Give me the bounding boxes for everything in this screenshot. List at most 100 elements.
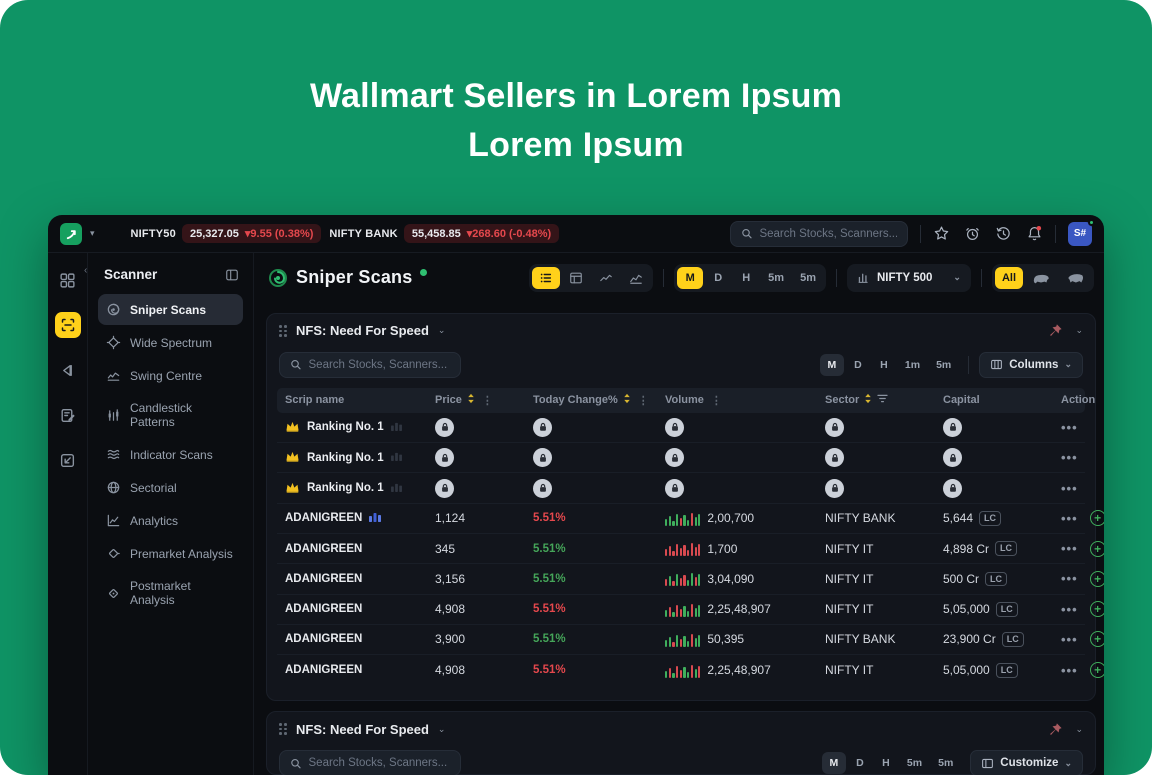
timeframe-5m[interactable]: 5m [800,271,816,284]
row-menu-icon[interactable]: ••• [1061,541,1078,557]
table-row[interactable]: ADANIGREEN 3,156 5.51% 3,04,090 NIFTY IT… [277,564,1104,595]
global-search-input[interactable] [759,227,897,240]
column-header-volume[interactable]: Volume ⋮ [665,394,825,407]
drag-handle-icon[interactable] [279,325,287,337]
add-to-watchlist-button[interactable]: + [1089,510,1104,527]
table-row-locked[interactable]: Ranking No. 1 ••• [277,473,1085,504]
panel-collapse-icon[interactable] [225,268,239,282]
sidebar-item-analytics[interactable]: Analytics [98,505,243,536]
collapse-sidebar-chevron-icon[interactable]: ‹ [84,265,88,276]
column-menu-icon[interactable]: ⋮ [481,394,493,407]
timeframe-5m[interactable]: 5m [936,358,952,371]
panel-collapse-chevron-icon[interactable]: ⌄ [1075,325,1083,336]
timeframe-5m[interactable]: 5m [906,757,923,769]
customize-button[interactable]: Customize ⌄ [970,750,1083,775]
add-to-watchlist-button[interactable]: + [1089,601,1104,618]
column-header-action[interactable]: Action [1061,394,1095,406]
row-menu-icon[interactable]: ••• [1061,662,1078,678]
row-menu-icon[interactable]: ••• [1061,631,1078,647]
sidebar-item-candlestick-patterns[interactable]: Candlestick Patterns [98,393,243,437]
add-to-watchlist-button[interactable]: + [1089,662,1104,679]
alarm-icon[interactable] [964,225,981,242]
rail-scanner-icon[interactable] [54,312,81,338]
timeframe-H[interactable]: H [882,757,890,769]
table-row[interactable]: ADANIGREEN 1,124 5.51% 2,00,700 NIFTY BA… [277,504,1104,534]
timeframe-1m[interactable]: 1m [904,358,921,371]
timeframe-D[interactable]: D [856,757,864,769]
board-view-icon[interactable] [562,267,590,289]
timeframe-H[interactable]: H [880,358,888,371]
sidebar-item-postmarket-analysis[interactable]: Postmarket Analysis [98,571,243,615]
add-to-watchlist-button[interactable]: + [1089,570,1104,587]
watchlist-star-icon[interactable] [933,225,950,242]
panel-search-input[interactable] [308,757,450,769]
column-header-today-change-[interactable]: Today Change% ⋮ [533,393,665,407]
sidebar-item-swing-centre[interactable]: Swing Centre [98,360,243,391]
bear-icon[interactable] [1025,267,1057,289]
sort-icon[interactable] [623,393,631,407]
chart-view-icon[interactable] [592,267,620,289]
table-row-locked[interactable]: Ranking No. 1 ••• [277,443,1085,474]
rail-journal-icon[interactable] [55,402,81,428]
drag-handle-icon[interactable] [279,723,287,735]
sidebar-item-wide-spectrum[interactable]: Wide Spectrum [98,327,243,358]
timeframe-H[interactable]: H [742,271,751,284]
panel-collapse-chevron-icon[interactable]: ⌄ [1075,723,1083,734]
table-row[interactable]: ADANIGREEN 345 5.51% 1,700 NIFTY IT 4,89… [277,534,1104,565]
sort-icon[interactable] [467,393,475,407]
timeframe-M[interactable]: M [819,353,844,376]
table-row-locked[interactable]: Ranking No. 1 ••• [277,413,1085,444]
sort-icon[interactable] [864,393,872,407]
column-menu-icon[interactable]: ⋮ [710,394,722,407]
bull-icon[interactable] [1059,267,1091,289]
panel-search-input[interactable] [308,358,450,371]
sidebar-item-indicator-scans[interactable]: Indicator Scans [98,439,243,470]
user-avatar[interactable]: S# [1068,218,1095,246]
chart-view-2-icon[interactable] [622,267,650,289]
sidebar-item-premarket-analysis[interactable]: Premarket Analysis [98,538,243,569]
app-logo[interactable] [60,222,82,245]
rail-grid-icon[interactable] [55,267,81,293]
logo-chevron-down-icon[interactable]: ▾ [90,228,95,238]
row-menu-icon[interactable]: ••• [1061,450,1078,466]
panel-search[interactable] [279,351,461,378]
column-header-price[interactable]: Price ⋮ [435,393,533,407]
sidebar-item-sniper-scans[interactable]: Sniper Scans [98,294,243,325]
row-menu-icon[interactable]: ••• [1061,419,1078,435]
timeframe-D[interactable]: D [854,358,862,371]
rail-inbox-icon[interactable] [55,447,81,473]
table-row[interactable]: ADANIGREEN 3,900 5.51% 50,395 NIFTY BANK… [277,625,1104,656]
timeframe-5m[interactable]: 5m [938,757,954,769]
timeframe-D[interactable]: D [714,271,723,284]
pushpin-icon[interactable] [1048,323,1063,338]
row-menu-icon[interactable]: ••• [1061,601,1078,617]
history-icon[interactable] [995,225,1012,242]
timeframe-M[interactable]: M [677,266,704,289]
add-to-watchlist-button[interactable]: + [1089,540,1104,557]
panel-title-chevron-icon[interactable]: ⌄ [437,723,446,734]
row-menu-icon[interactable]: ••• [1061,510,1078,526]
row-menu-icon[interactable]: ••• [1061,480,1078,496]
column-header-scrip-name[interactable]: Scrip name [285,394,435,406]
table-row[interactable]: ADANIGREEN 4,908 5.51% 2,25,48,907 NIFTY… [277,595,1104,625]
columns-button[interactable]: Columns ⌄ [979,351,1083,378]
universe-dropdown[interactable]: NIFTY 500 ⌄ [846,263,971,292]
column-header-sector[interactable]: Sector [825,393,943,407]
global-search[interactable] [730,220,908,247]
rail-replay-icon[interactable] [55,357,81,383]
sentiment-all-button[interactable]: All [994,266,1023,289]
filter-icon[interactable] [877,394,888,406]
table-row[interactable]: ADANIGREEN 4,908 5.51% 2,25,48,907 NIFTY… [277,655,1104,685]
timeframe-M[interactable]: M [821,752,846,774]
timeframe-5m[interactable]: 5m [768,271,785,284]
panel-search[interactable] [279,750,461,775]
index-ticker[interactable]: NIFTY50 25,327.05 ▾9.55 (0.38%) [131,224,322,243]
column-header-capital[interactable]: Capital [943,394,1061,406]
panel-title-chevron-icon[interactable]: ⌄ [437,325,446,336]
sidebar-item-sectorial[interactable]: Sectorial [98,472,243,503]
pushpin-icon[interactable] [1048,722,1063,737]
list-view-icon[interactable] [532,266,561,289]
bell-icon[interactable] [1026,225,1043,242]
index-ticker[interactable]: NIFTY BANK 55,458.85 ▾268.60 (-0.48%) [329,224,560,243]
row-menu-icon[interactable]: ••• [1061,571,1078,587]
